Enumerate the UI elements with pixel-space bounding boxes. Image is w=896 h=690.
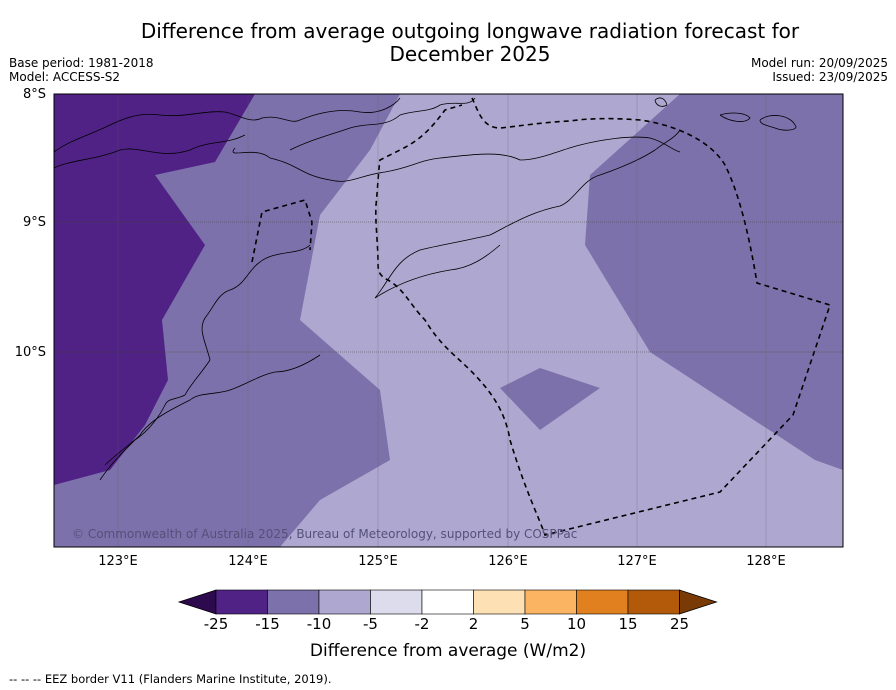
- base-period: Base period: 1981-2018: [9, 56, 154, 70]
- colorbar-tick-label: 2: [468, 615, 479, 633]
- eez-border-west: [251, 199, 313, 263]
- colorbar-segment: [318, 589, 371, 615]
- colorbar-segment: [215, 589, 268, 615]
- lon-label-128e: 128°E: [746, 554, 786, 569]
- colorbar-tick-label: 15: [618, 615, 638, 633]
- coastlines: [54, 97, 797, 481]
- colorbar-tick-label: -25: [203, 615, 229, 633]
- map-frame: [53, 93, 844, 548]
- lon-label-124e: 124°E: [228, 554, 268, 569]
- colorbar-segment: [473, 589, 526, 615]
- colorbar-segment: [370, 589, 423, 615]
- eez-border: [374, 97, 832, 536]
- eez-footnote: -- -- -- EEZ border V11 (Flanders Marine…: [9, 672, 332, 686]
- graticule: [54, 221, 843, 353]
- fill-medium-patch: [500, 368, 600, 430]
- lon-label-123e: 123°E: [98, 554, 138, 569]
- colorbar-segment: [421, 589, 474, 615]
- issued-date: Issued: 23/09/2025: [772, 70, 888, 84]
- colorbar-label: Difference from average (W/m2): [309, 641, 587, 661]
- model-info: Base period: 1981-2018 Model: ACCESS-S2: [9, 56, 154, 84]
- lon-label-127e: 127°E: [617, 554, 657, 569]
- colorbar-tick-label: -10: [306, 615, 332, 633]
- colorbar-extend-high: [679, 589, 718, 615]
- colorbar-segment: [524, 589, 577, 615]
- title-line-2: December 2025: [389, 42, 551, 66]
- colorbar-tick-label: -2: [414, 615, 430, 633]
- model-run: Model run: 20/09/2025: [750, 56, 888, 70]
- fill-medium-east: [585, 94, 843, 470]
- lat-label-10s: 10°S: [14, 345, 46, 360]
- lat-label-9s: 9°S: [22, 215, 46, 230]
- colorbar-segment: [627, 589, 680, 615]
- map-area: © Commonwealth of Australia 2025, Bureau…: [54, 94, 843, 547]
- colorbar-extend-low: [177, 589, 217, 615]
- colorbar-tick-label: 5: [520, 615, 530, 633]
- run-info: Model run: 20/09/2025 Issued: 23/09/2025: [751, 56, 888, 84]
- colorbar-tick-label: 10: [566, 615, 587, 633]
- meridians: [117, 94, 767, 547]
- title-line-1: Difference from average outgoing longwav…: [140, 19, 800, 43]
- colorbar: [177, 589, 718, 615]
- lat-label-8s: 8°S: [22, 87, 46, 102]
- page-title: Difference from average outgoing longwav…: [0, 20, 896, 66]
- colorbar-tick-label: 25: [669, 615, 690, 633]
- colorbar-segment: [267, 589, 320, 615]
- lon-label-126e: 126°E: [488, 554, 528, 569]
- copyright-text: © Commonwealth of Australia 2025, Bureau…: [72, 527, 577, 541]
- colorbar-segment: [576, 589, 629, 615]
- lon-label-125e: 125°E: [358, 554, 398, 569]
- fill-dark-west: [54, 94, 255, 485]
- colorbar-tick-label: -15: [255, 615, 280, 633]
- model-name: Model: ACCESS-S2: [9, 70, 121, 84]
- colorbar-tick-label: -5: [363, 615, 378, 633]
